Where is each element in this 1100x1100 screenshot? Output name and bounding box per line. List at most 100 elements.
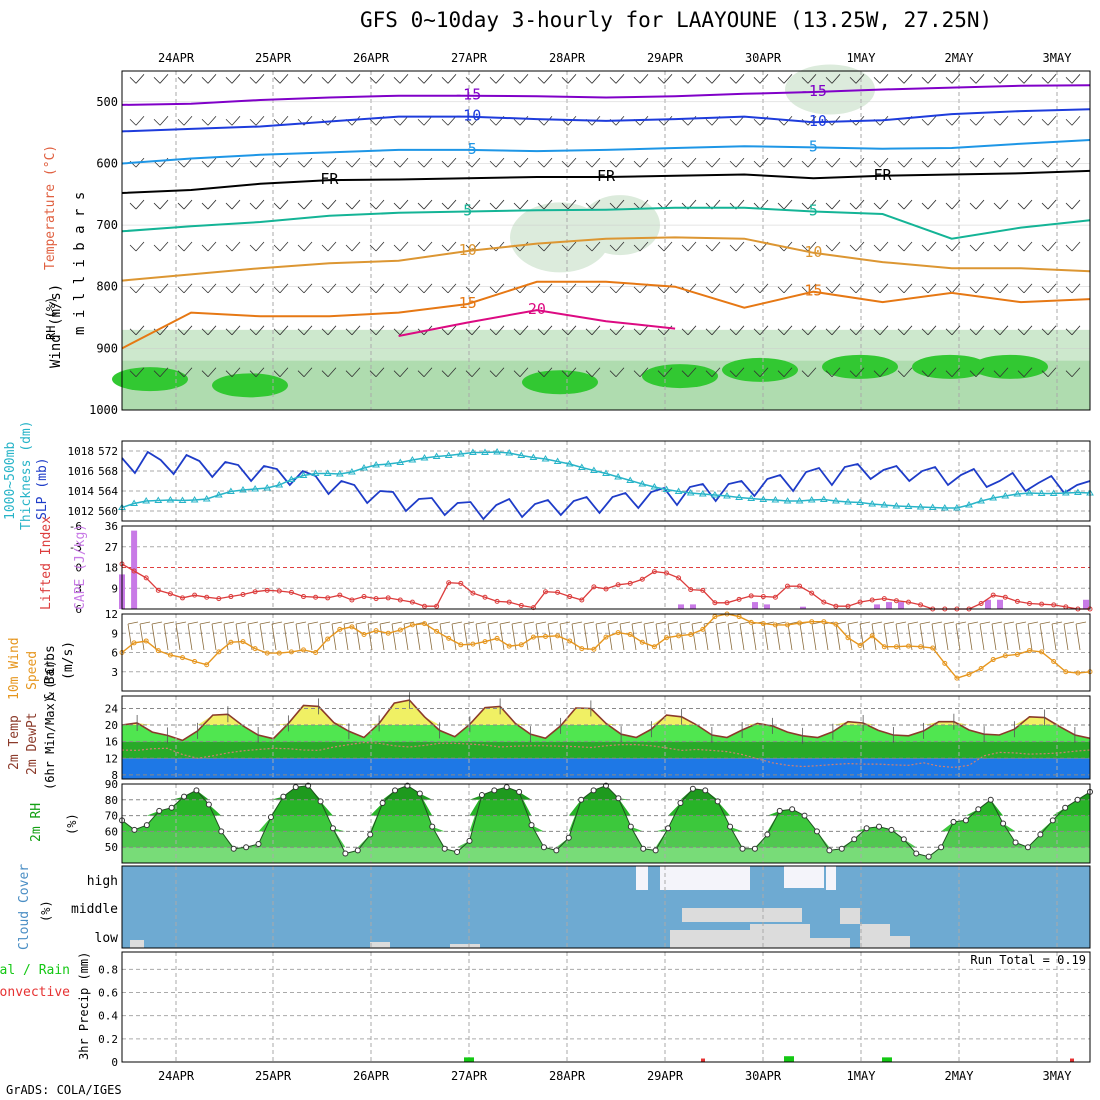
rh-band: [122, 785, 1090, 816]
wind-speed-point: [651, 644, 657, 650]
wind-barb: [1065, 157, 1081, 168]
li-point: [143, 575, 149, 581]
wind-speed-point: [845, 635, 851, 641]
li-point: [494, 598, 500, 604]
wind-barb: [825, 199, 841, 210]
li-point: [506, 599, 512, 605]
rh-shading: [642, 364, 718, 389]
wind-barb: [849, 241, 865, 252]
wind-barb: [345, 325, 361, 336]
wind-speed-point: [494, 635, 500, 641]
thickness-point: [384, 460, 393, 467]
thickness-point: [444, 451, 453, 458]
rh-point: [876, 823, 883, 830]
wind-barb: [585, 199, 601, 210]
wind-barb: [825, 74, 841, 84]
cape-bar: [131, 530, 138, 609]
wind-speed-point: [930, 645, 936, 651]
wind-barb: [753, 74, 769, 84]
li-point: [385, 595, 391, 601]
wind-barb: [729, 283, 745, 294]
wind-barb: [1017, 199, 1033, 210]
date-tick-label-top: 25APR: [255, 51, 292, 65]
wind-speed-line: [121, 613, 1091, 680]
wind-barb: [801, 74, 817, 84]
pressure-tick-label: 700: [96, 218, 118, 232]
wind-barb: [273, 241, 289, 252]
wind-barb: [225, 115, 241, 126]
wind-barb: [681, 241, 697, 252]
wind-barb: [225, 74, 241, 84]
wind-barb: [897, 241, 913, 252]
rh-shading: [522, 370, 598, 395]
rh-point: [863, 825, 870, 832]
wind-barb-10m: [547, 621, 559, 651]
wind-barb: [585, 325, 601, 336]
cape-tick-label: 9: [111, 582, 118, 595]
thickness-point: [420, 454, 429, 461]
wind-barb: [417, 367, 433, 377]
wind-barb: [513, 325, 529, 336]
wind-barb: [1041, 74, 1057, 84]
wind-barb-10m: [859, 621, 871, 651]
li-point: [1014, 598, 1020, 604]
cape-bar: [1083, 599, 1089, 609]
wind-barb: [585, 283, 601, 294]
thickness-point: [1025, 489, 1034, 496]
wind-barb: [1017, 325, 1033, 336]
wind-speed-point: [1075, 670, 1081, 676]
temp-line: [121, 699, 1091, 742]
wind-barb-10m: [727, 621, 739, 651]
wind-barb-10m: [823, 621, 835, 651]
cloud-tick-label: low: [95, 931, 119, 946]
thickness-point: [795, 497, 804, 504]
wind-barb: [321, 74, 337, 84]
wind-barb: [201, 157, 217, 168]
wind-barb: [777, 199, 793, 210]
thickness-point: [178, 496, 187, 503]
rh-shading: [212, 373, 288, 398]
wind-barb: [321, 157, 337, 168]
date-tick-label-bottom: 1MAY: [847, 1069, 877, 1083]
pressure-tick-label: 1000: [89, 403, 118, 417]
wind-barb: [393, 115, 409, 126]
contour-FR: [121, 169, 1091, 194]
rh-point: [813, 828, 820, 835]
wind-barb: [969, 157, 985, 168]
wind-speed-point: [1027, 648, 1032, 654]
wind-barb-10m: [415, 621, 427, 651]
contour-5: [121, 206, 1091, 240]
wind-barb: [369, 283, 385, 294]
date-tick-label-top: 24APR: [158, 51, 195, 65]
thickness-tick-label: 564: [98, 485, 118, 498]
slp-ylabel-2: Thickness (dm): [19, 420, 34, 530]
wind-barb: [609, 367, 625, 377]
wind-barb-10m: [307, 621, 319, 651]
precip-tick-label: 0.4: [98, 1010, 118, 1023]
wind-barb: [297, 74, 313, 84]
thickness-point: [819, 495, 828, 502]
cape-bar: [752, 602, 758, 609]
wind-barb: [705, 367, 721, 377]
wind-barb: [729, 157, 745, 168]
cape-tick-label: 18: [105, 562, 118, 575]
rh-point: [1074, 796, 1081, 803]
wind-barb: [825, 241, 841, 252]
wind-barb: [633, 157, 649, 168]
cape-bar: [898, 602, 904, 609]
li-point: [651, 569, 657, 575]
contour-10: [121, 236, 1091, 282]
wind-barb-10m: [1039, 621, 1051, 651]
wind-speed-point: [1039, 649, 1045, 655]
wind-speed-point: [470, 641, 476, 647]
wind-speed-point: [881, 644, 887, 650]
thickness-point: [711, 491, 719, 498]
wind-barb: [897, 325, 913, 336]
li-tick-label: 0: [75, 562, 82, 575]
wind-barb: [177, 199, 193, 210]
rh-point: [789, 806, 796, 813]
wind-barb: [225, 367, 241, 377]
wind-barb: [1017, 241, 1033, 252]
rh-point: [553, 847, 560, 854]
thickness-point: [940, 504, 949, 511]
